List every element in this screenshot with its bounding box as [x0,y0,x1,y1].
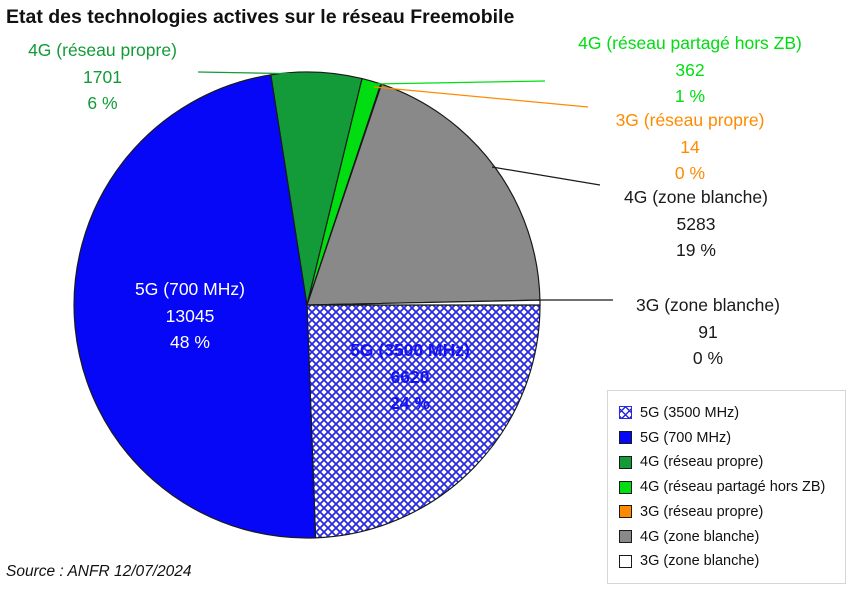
legend-swatch-crosshatch-icon [619,406,632,420]
legend-label: 4G (réseau propre) [640,454,764,471]
legend-swatch-brightgreen-icon [619,480,632,494]
legend-item-4g-zb: 4G (zone blanche) [619,529,841,545]
slice-label: 5G (700 MHz) [135,279,245,299]
slice-pct: 24 % [390,393,430,413]
callout-4g-reseau-partage-hors-zb: 4G (réseau partagé hors ZB) 362 1 % [544,30,836,110]
callout-4g-zone-blanche: 4G (zone blanche) 5283 19 % [556,184,836,264]
slice-label: 5G (3500 MHz) [350,340,470,360]
legend-item-5g-3500: 5G (3500 MHz) [619,405,841,421]
legend-swatch-green-icon [619,455,632,469]
callout-value: 14 [680,136,700,157]
pie-slice-0 [306,304,541,539]
legend-label: 5G (700 MHz) [640,429,732,446]
leader-line-3 [491,166,601,186]
legend-swatch-gray-icon [619,530,632,543]
source-note: Source : ANFR 12/07/2024 [6,563,192,580]
pie-slice-1 [73,74,317,539]
legend-swatch-orange-icon [619,505,632,519]
legend-item-3g-propre: 3G (réseau propre) [619,504,841,520]
callout-pct: 1 % [674,86,706,106]
callout-label: 4G (réseau propre) [28,40,177,60]
legend-item-5g-700: 5G (700 MHz) [619,430,841,446]
callout-pct: 6 % [87,93,118,113]
legend-label: 4G (zone blanche) [640,528,760,545]
callout-value: 5283 [676,213,716,234]
chart-title: Etat des technologies actives sur le rés… [6,6,515,28]
callout-pct: 0 % [692,348,724,368]
legend-label: 3G (réseau propre) [640,503,764,520]
callout-label: 4G (zone blanche) [624,187,768,207]
slice-label-5g-3500mhz: 5G (3500 MHz) 6620 24 % [310,337,510,417]
leader-line-1 [371,80,546,85]
leader-line-0 [197,71,311,75]
slice-value: 13045 [165,305,215,326]
legend-label: 5G (3500 MHz) [640,404,740,421]
legend-item-4g-partage: 4G (réseau partagé hors ZB) [619,479,841,495]
callout-label: 4G (réseau partagé hors ZB) [578,33,802,53]
legend-item-4g-propre: 4G (réseau propre) [619,454,841,470]
slice-pct: 48 % [170,332,210,352]
legend-label: 3G (zone blanche) [640,553,760,570]
legend-swatch-blue-icon [619,431,632,444]
callout-value: 362 [675,59,705,80]
legend-label: 4G (réseau partagé hors ZB) [640,479,826,495]
callout-label: 3G (zone blanche) [636,295,780,315]
callout-4g-reseau-propre: 4G (réseau propre) 1701 6 % [0,37,205,117]
legend: 5G (3500 MHz) 5G (700 MHz) 4G (réseau pr… [607,390,846,584]
legend-swatch-white-icon [619,554,632,568]
callout-3g-zone-blanche: 3G (zone blanche) 91 0 % [568,292,848,372]
legend-item-3g-zb: 3G (zone blanche) [619,553,841,569]
callout-value: 91 [698,321,718,342]
callout-3g-reseau-propre: 3G (réseau propre) 14 0 % [544,107,836,187]
slice-value: 6620 [390,366,430,387]
callout-pct: 19 % [676,240,716,260]
callout-value: 1701 [83,66,122,87]
callout-pct: 0 % [674,163,706,183]
callout-label: 3G (réseau propre) [615,110,765,130]
leader-line-2 [373,86,589,108]
slice-label-5g-700mhz: 5G (700 MHz) 13045 48 % [90,276,290,356]
